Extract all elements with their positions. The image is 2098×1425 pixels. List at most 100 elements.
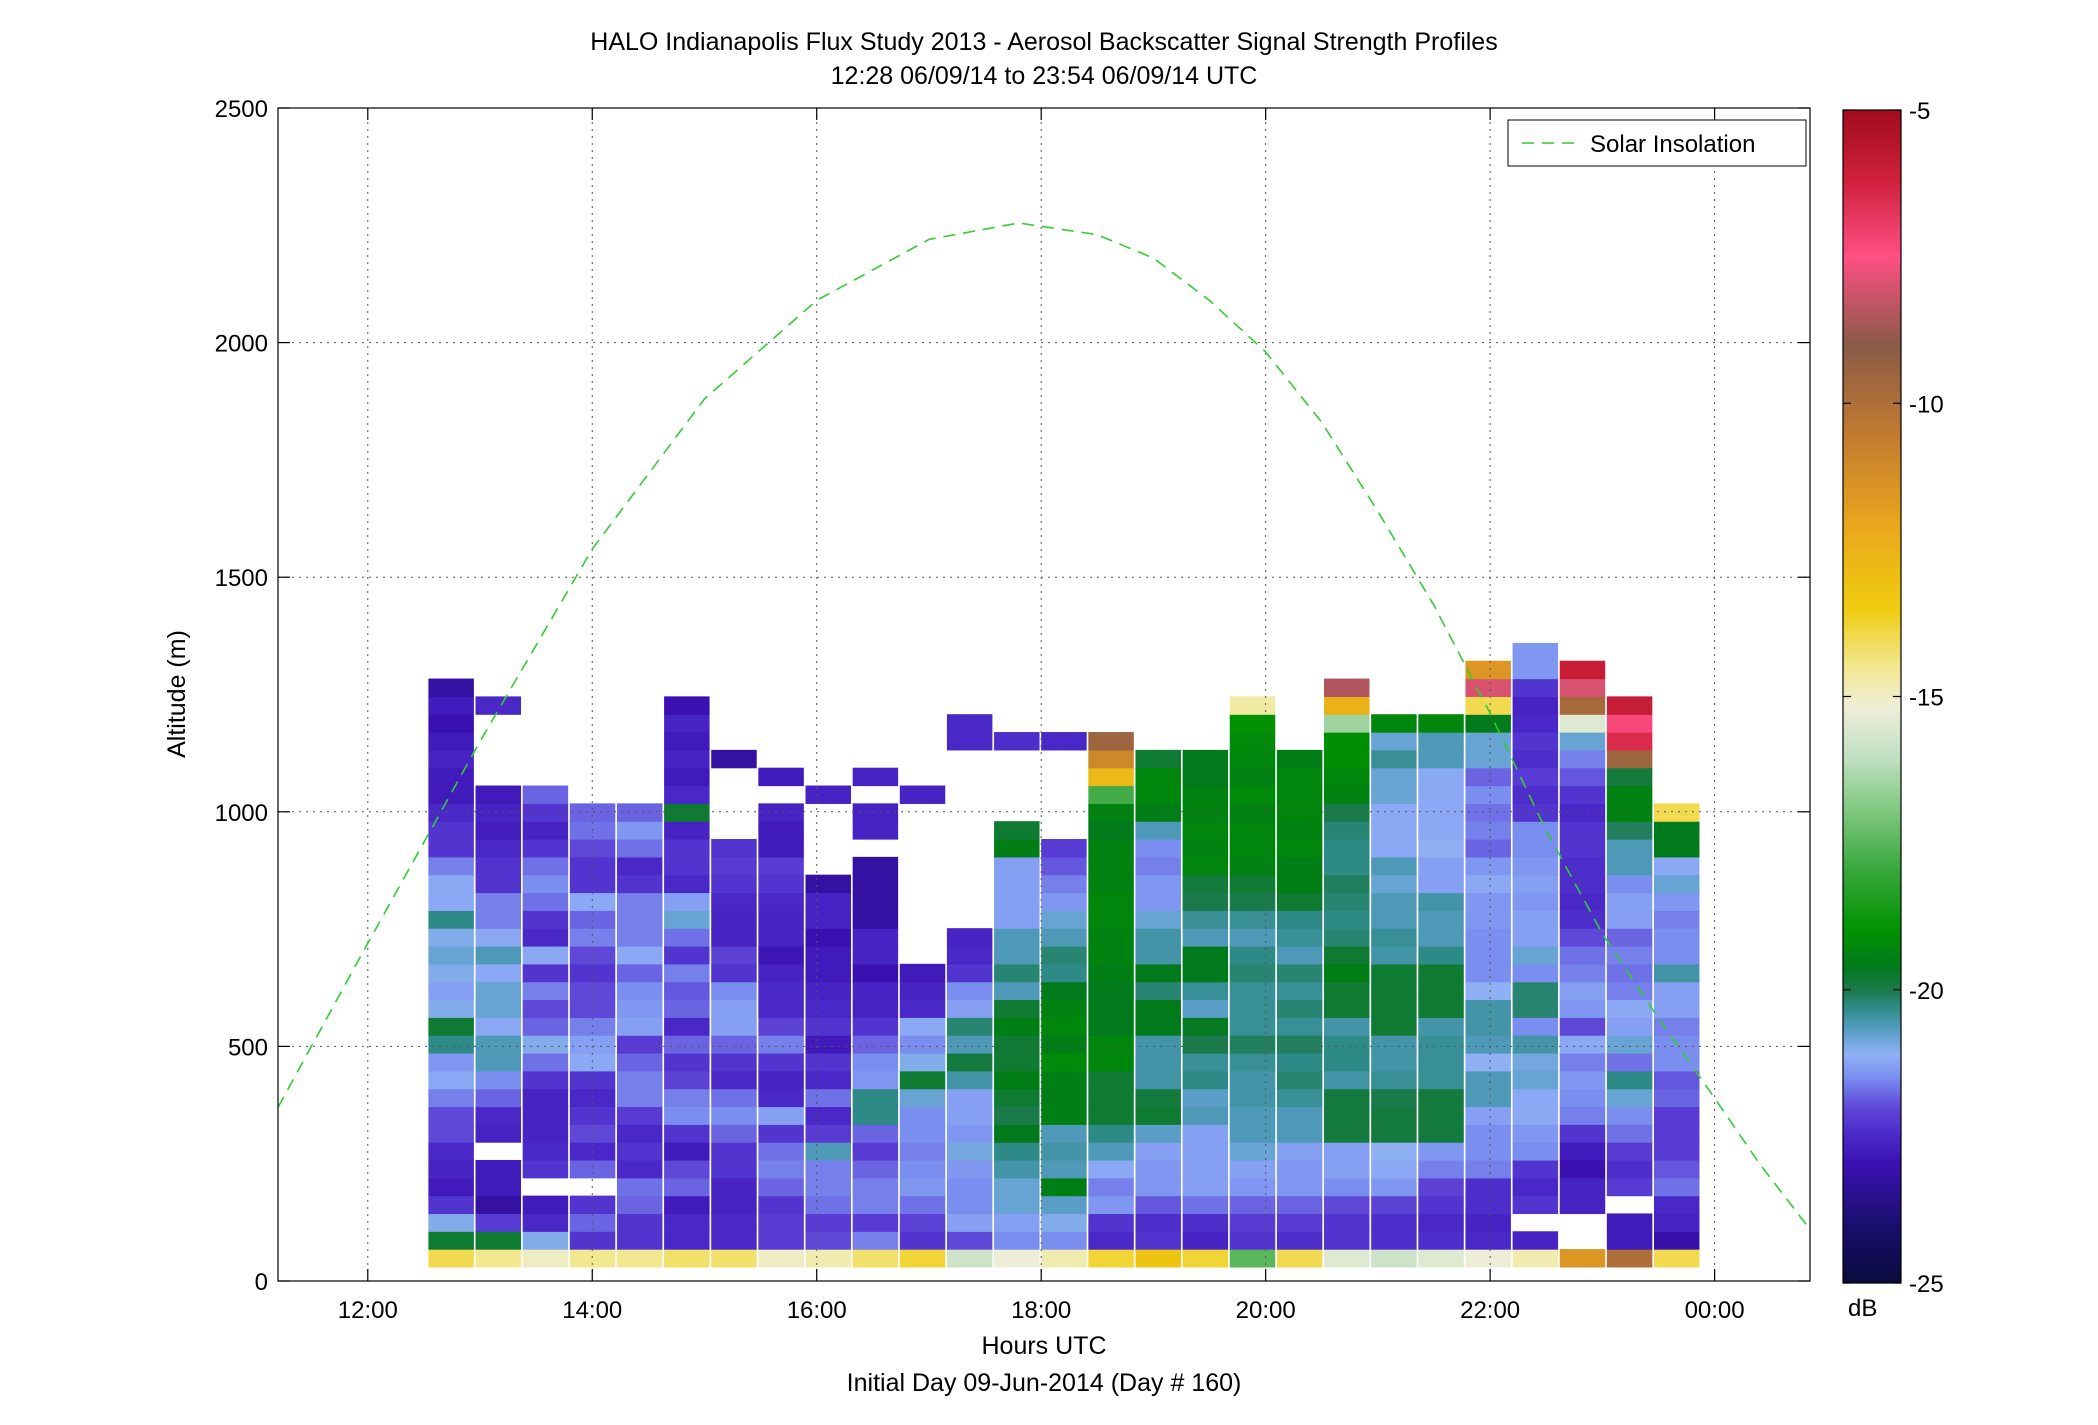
heatmap-cell	[852, 1070, 899, 1090]
heatmap-cell	[1418, 749, 1464, 769]
heatmap-cell	[805, 1088, 851, 1108]
heatmap-cell	[428, 749, 474, 769]
heatmap-cell	[428, 1070, 474, 1090]
heatmap-cell	[1653, 1052, 1700, 1072]
heatmap-cell	[428, 678, 474, 697]
heatmap-cell	[1418, 1142, 1464, 1161]
heatmap-cell	[1324, 1088, 1370, 1108]
heatmap-cell	[616, 821, 663, 840]
heatmap-cell	[852, 1213, 899, 1232]
heatmap-cell	[1229, 821, 1276, 840]
heatmap-cell	[1418, 892, 1464, 911]
heatmap-cell	[1041, 981, 1087, 1001]
heatmap-cell	[1182, 856, 1229, 876]
heatmap-cell	[664, 732, 710, 751]
heatmap-cell	[1418, 1088, 1464, 1108]
heatmap-cell	[1653, 1142, 1700, 1161]
heatmap-cell	[1371, 749, 1417, 769]
heatmap-cell	[1276, 1177, 1323, 1197]
heatmap-cell	[1088, 839, 1134, 858]
heatmap-cell	[1606, 892, 1653, 911]
heatmap-cell	[1182, 1231, 1229, 1250]
heatmap-cell	[475, 1231, 522, 1250]
heatmap-cell	[1324, 1124, 1370, 1143]
heatmap-cell	[1041, 1088, 1087, 1108]
heatmap-cell	[994, 1213, 1040, 1232]
heatmap-cells	[428, 642, 1700, 1268]
heatmap-cell	[994, 1124, 1040, 1143]
x-axis-sublabel: Initial Day 09-Jun-2014 (Day # 160)	[847, 1369, 1242, 1397]
heatmap-cell	[1371, 1070, 1417, 1090]
heatmap-cell	[1465, 767, 1511, 787]
chart-subtitle: 12:28 06/09/14 to 23:54 06/09/14 UTC	[831, 62, 1258, 90]
heatmap-cell	[994, 1177, 1040, 1197]
heatmap-cell	[1088, 785, 1134, 804]
x-tick-label: 14:00	[562, 1297, 622, 1324]
heatmap-cell	[899, 1106, 946, 1125]
heatmap-cell	[805, 945, 851, 965]
heatmap-cell	[711, 1106, 757, 1125]
heatmap-cell	[1276, 803, 1323, 822]
heatmap-cell	[475, 1124, 522, 1143]
heatmap-cell	[852, 1142, 899, 1161]
heatmap-cell	[616, 945, 663, 965]
heatmap-cell	[616, 892, 663, 911]
heatmap-cell	[1465, 874, 1511, 894]
heatmap-cell	[758, 767, 804, 787]
x-tick-label: 00:00	[1685, 1297, 1745, 1324]
heatmap-cell	[899, 1142, 946, 1161]
heatmap-cell	[569, 1106, 616, 1125]
heatmap-cell	[1276, 1052, 1323, 1072]
heatmap-cell	[711, 1159, 757, 1179]
heatmap-cell	[1182, 1106, 1229, 1125]
heatmap-cell	[1418, 910, 1464, 929]
heatmap-cell	[1041, 1195, 1087, 1215]
heatmap-cell	[1324, 839, 1370, 858]
heatmap-cell	[1182, 1088, 1229, 1108]
heatmap-cell	[522, 785, 569, 804]
heatmap-cell	[428, 910, 474, 929]
heatmap-cell	[1512, 1159, 1559, 1179]
heatmap-cell	[475, 999, 522, 1018]
heatmap-cell	[1371, 767, 1417, 787]
heatmap-cell	[664, 1088, 710, 1108]
heatmap-cell	[711, 981, 757, 1001]
heatmap-cell	[1135, 1088, 1181, 1108]
heatmap-cell	[1512, 910, 1559, 929]
heatmap-cell	[758, 1195, 804, 1215]
heatmap-cell	[1324, 785, 1370, 804]
heatmap-cell	[1229, 1124, 1276, 1143]
heatmap-cell	[1276, 1035, 1323, 1054]
heatmap-cell	[1182, 874, 1229, 894]
heatmap-cell	[1324, 1106, 1370, 1125]
heatmap-cell	[1653, 910, 1700, 929]
heatmap-cell	[428, 874, 474, 894]
x-tick-label: 20:00	[1236, 1297, 1296, 1324]
heatmap-cell	[758, 856, 804, 876]
heatmap-cell	[428, 821, 474, 840]
heatmap-cell	[1182, 785, 1229, 804]
heatmap-cell	[1465, 1035, 1511, 1054]
heatmap-cell	[1512, 767, 1559, 787]
heatmap-cell	[475, 1017, 522, 1036]
heatmap-cell	[1512, 1124, 1559, 1143]
heatmap-cell	[852, 963, 899, 983]
heatmap-cell	[1182, 1177, 1229, 1197]
heatmap-cell	[758, 1159, 804, 1179]
heatmap-cell	[1465, 1070, 1511, 1090]
heatmap-cell	[946, 1195, 993, 1215]
heatmap-cell	[1371, 945, 1417, 965]
heatmap-cell	[994, 999, 1040, 1018]
heatmap-cell	[1465, 928, 1511, 947]
heatmap-cell	[1465, 981, 1511, 1001]
heatmap-cell	[1606, 945, 1653, 965]
heatmap-cell	[1088, 1142, 1134, 1161]
heatmap-cell	[1088, 1195, 1134, 1215]
heatmap-cell	[664, 999, 710, 1018]
heatmap-cell	[994, 910, 1040, 929]
heatmap-cell	[616, 1017, 663, 1036]
heatmap-cell	[1371, 1035, 1417, 1054]
heatmap-cell	[805, 874, 851, 894]
heatmap-cell	[1229, 803, 1276, 822]
